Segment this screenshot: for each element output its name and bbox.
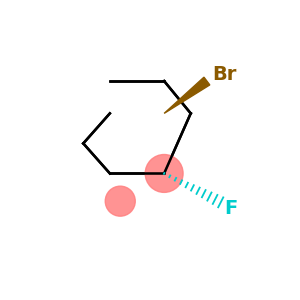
Circle shape <box>145 154 183 192</box>
Circle shape <box>105 186 135 216</box>
Polygon shape <box>164 77 210 113</box>
Text: F: F <box>224 199 238 218</box>
Text: Br: Br <box>213 64 237 84</box>
